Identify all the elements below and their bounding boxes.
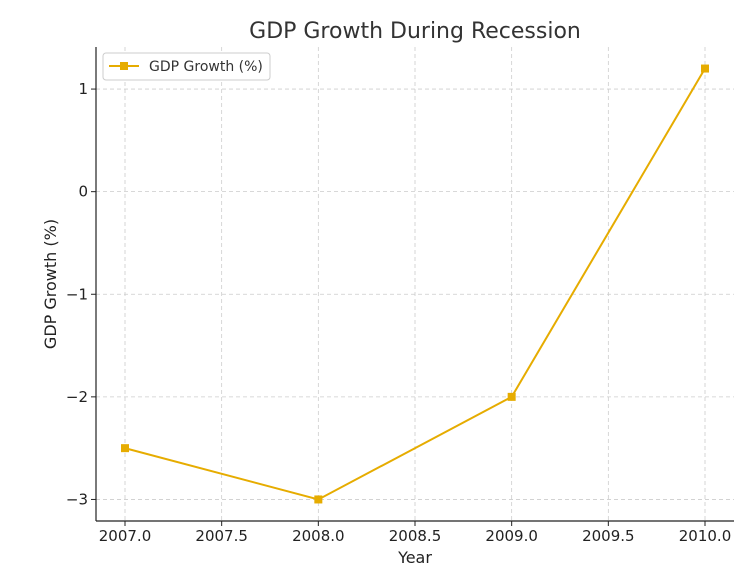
y-axis-label: GDP Growth (%) bbox=[41, 219, 60, 349]
x-tick-label: 2008.0 bbox=[292, 527, 345, 545]
x-ticks: 2007.0 2007.5 2008.0 2008.5 2009.0 2009.5 2010… bbox=[99, 521, 732, 545]
x-tick-label: 2007.0 bbox=[99, 527, 152, 545]
x-tick-label: 2010.0 bbox=[679, 527, 732, 545]
data-point bbox=[121, 444, 129, 453]
x-tick-label: 2007.5 bbox=[195, 527, 248, 545]
y-tick-label: −3 bbox=[66, 490, 88, 508]
x-tick-label: 2009.0 bbox=[485, 527, 538, 545]
x-axis-label: Year bbox=[397, 548, 432, 567]
series bbox=[121, 64, 709, 504]
series-line bbox=[124, 68, 706, 501]
y-tick-label: −2 bbox=[66, 388, 88, 406]
data-point bbox=[507, 392, 516, 401]
y-ticks: −3 −2 −1 0 1 bbox=[66, 80, 96, 508]
y-tick-label: −1 bbox=[66, 285, 88, 303]
x-tick-label: 2008.5 bbox=[389, 527, 442, 545]
chart-title: GDP Growth During Recession bbox=[249, 19, 581, 44]
legend-marker-swatch bbox=[120, 62, 128, 70]
data-point bbox=[701, 64, 709, 73]
legend: GDP Growth (%) bbox=[102, 52, 271, 81]
y-tick-label: 0 bbox=[78, 183, 88, 201]
legend-frame bbox=[102, 52, 271, 81]
legend-entry-label: GDP Growth (%) bbox=[149, 59, 263, 75]
x-tick-label: 2009.5 bbox=[582, 527, 635, 545]
grid bbox=[96, 47, 734, 521]
y-tick-label: 1 bbox=[78, 80, 88, 98]
data-point bbox=[314, 495, 323, 504]
